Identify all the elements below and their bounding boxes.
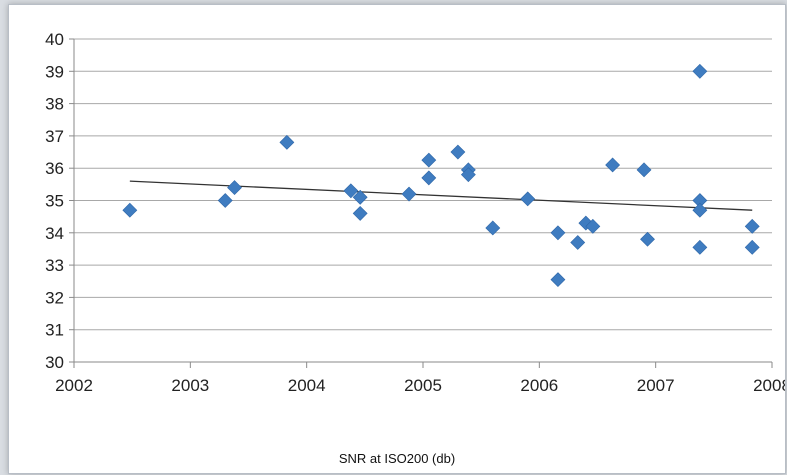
- gridlines: [74, 38, 772, 331]
- data-points: [122, 63, 760, 288]
- y-tick-label: 33: [45, 256, 64, 275]
- x-tick-label: 2008: [753, 376, 785, 395]
- x-tick-label: 2007: [637, 376, 675, 395]
- data-point: [744, 218, 760, 234]
- x-tick-label: 2002: [55, 376, 93, 395]
- data-point: [640, 231, 655, 247]
- y-tick-label: 31: [45, 321, 64, 340]
- x-tick-label: 2004: [288, 376, 326, 395]
- y-tick-label: 40: [45, 30, 64, 49]
- data-point: [279, 134, 295, 150]
- axes: [69, 38, 773, 368]
- data-point: [450, 144, 466, 160]
- y-tick-label: 39: [45, 62, 64, 81]
- y-tick-label: 35: [45, 192, 64, 211]
- data-point: [343, 183, 359, 199]
- chart-frame: 30 31 32 33 34 35 36 37 38 39 40 2002 2003 2004 2005 2…: [8, 4, 786, 474]
- x-tick-label: 2005: [404, 376, 442, 395]
- data-point: [421, 170, 437, 186]
- data-point: [485, 220, 501, 236]
- data-point: [692, 202, 708, 218]
- y-tick-label: 34: [45, 224, 64, 243]
- data-point: [692, 239, 708, 255]
- y-tick-label: 36: [45, 159, 64, 178]
- y-tick-label: 32: [45, 288, 64, 307]
- y-tick-label: 38: [45, 95, 64, 114]
- data-point: [122, 202, 138, 218]
- data-point: [692, 63, 708, 79]
- x-axis-label: SNR at ISO200 (db): [338, 451, 456, 466]
- data-point: [605, 157, 621, 173]
- data-point: [217, 193, 233, 208]
- data-point: [520, 191, 536, 207]
- data-point: [744, 239, 760, 255]
- data-point: [352, 189, 368, 205]
- data-point: [227, 180, 242, 196]
- data-point: [421, 152, 437, 168]
- x-tick-labels: 2002 2003 2004 2005 2006 2007 2008: [55, 376, 785, 395]
- data-point: [401, 186, 417, 202]
- data-point: [636, 162, 652, 178]
- data-point: [585, 218, 601, 234]
- y-tick-label: 30: [45, 353, 64, 372]
- data-point: [352, 205, 368, 221]
- data-point: [550, 225, 566, 241]
- data-point: [570, 235, 586, 250]
- x-tick-label: 2003: [171, 376, 209, 395]
- y-tick-label: 37: [45, 127, 64, 146]
- x-tick-label: 2006: [520, 376, 558, 395]
- y-tick-labels: 30 31 32 33 34 35 36 37 38 39 40: [45, 30, 64, 372]
- data-point: [460, 167, 476, 183]
- data-point: [550, 272, 566, 288]
